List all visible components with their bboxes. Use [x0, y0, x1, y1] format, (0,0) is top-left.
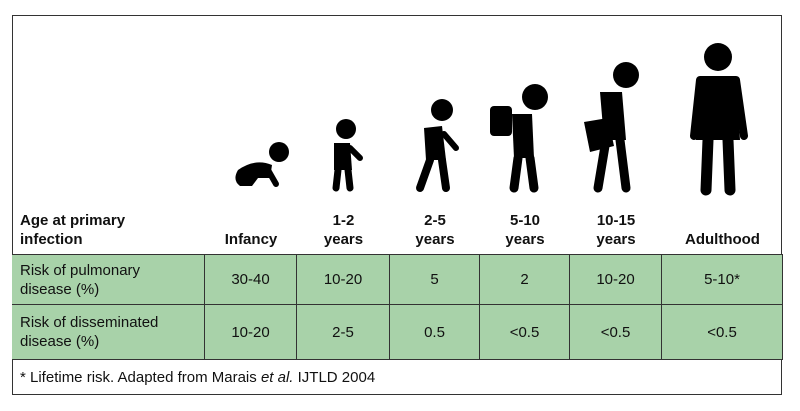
cell-text: 5 [430, 271, 439, 288]
cell-text: years [505, 231, 545, 248]
cell-text: 10-20 [596, 271, 635, 288]
table-cell: <0.5 [570, 305, 662, 360]
cell-text: 30-40 [231, 271, 270, 288]
cell-text: infection [20, 231, 83, 248]
cell-text: disease (%) [20, 280, 100, 298]
cell-text: years [596, 231, 636, 248]
table-cell: 2 [480, 255, 570, 305]
cell-text: <0.5 [509, 323, 540, 341]
table-cell: 5 [390, 255, 480, 305]
header-cell: 5-10 years [480, 190, 570, 255]
cell-text: 2-5 [424, 212, 446, 229]
table-cell: 2-5 [297, 305, 390, 360]
cell-text: <0.5 [707, 323, 737, 341]
cell-text: 5-10* [704, 271, 740, 288]
cell-text: <0.5 [600, 323, 631, 341]
cell-text: 2-5 [332, 323, 354, 341]
table-frame [12, 15, 782, 395]
cell-text: 10-20 [231, 323, 270, 341]
table-cell: 0.5 [390, 305, 480, 360]
table-cell: 10-20 [570, 255, 662, 305]
cell-text: 0.5 [424, 323, 445, 341]
header-cell: 2-5 years [390, 190, 480, 255]
cell-text: 10-15 [596, 212, 636, 229]
table-cell: Risk of pulmonary disease (%) [12, 255, 205, 305]
table-cell: <0.5 [480, 305, 570, 360]
header-cell: Age at primary infection [12, 190, 205, 255]
footnote-text: * Lifetime risk. Adapted from Marais [20, 369, 261, 386]
cell-text: Risk of pulmonary [20, 261, 141, 279]
table-cell: 10-20 [205, 305, 297, 360]
header-cell: 1-2 years [297, 190, 390, 255]
cell-text: 2 [520, 271, 529, 288]
table-cell: <0.5 [662, 305, 783, 360]
footnote: * Lifetime risk. Adapted from Marais et … [20, 369, 375, 386]
cell-text: years [415, 231, 455, 248]
header-cell: Infancy [205, 190, 297, 255]
table-cell: Risk of disseminated disease (%) [12, 305, 205, 360]
footnote-italic: et al. [260, 369, 294, 386]
cell-text: Adulthood [685, 231, 760, 248]
table-cell: 10-20 [297, 255, 390, 305]
table-cell: 5-10* [662, 255, 783, 305]
header-cell: 10-15 years [570, 190, 662, 255]
cell-text: Risk of disseminated [20, 314, 159, 331]
cell-text: 10-20 [323, 271, 363, 288]
cell-text: 1-2 [332, 212, 355, 229]
cell-text: years [323, 231, 364, 248]
cell-text: 5-10 [509, 212, 541, 229]
table-cell: 30-40 [205, 255, 297, 305]
cell-text: disease (%) [20, 333, 100, 350]
footnote-text: IJTLD 2004 [293, 369, 376, 386]
table-rule [12, 254, 783, 255]
cell-text: Age at primary [20, 212, 126, 229]
cell-text: Infancy [224, 231, 278, 248]
header-cell: Adulthood [662, 190, 783, 255]
